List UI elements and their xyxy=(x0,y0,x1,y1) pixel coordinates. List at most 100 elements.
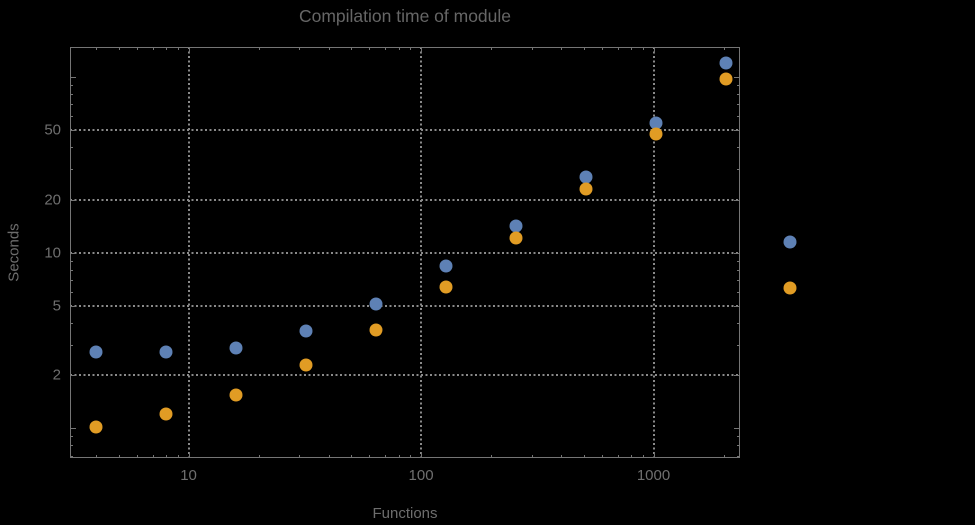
y-tick-1 xyxy=(70,428,76,430)
y-tick-60 xyxy=(70,115,73,117)
x-tick-top-4 xyxy=(96,47,98,50)
x-tick-top-700 xyxy=(617,47,619,50)
x-tick-10 xyxy=(188,451,190,458)
y-tick-label-5: 5 xyxy=(52,297,61,315)
y-axis-label: Seconds xyxy=(5,223,23,282)
y-tick-80 xyxy=(70,93,73,95)
gridline-y-5 xyxy=(70,304,740,307)
y-tick-20 xyxy=(70,199,76,201)
data-point-series-2-orange-x16 xyxy=(229,388,243,402)
x-tick-50 xyxy=(351,454,353,458)
x-tick-2000 xyxy=(723,454,725,458)
plot-frame xyxy=(70,47,740,458)
x-tick-top-20 xyxy=(258,47,260,50)
y-tick-right-0.9 xyxy=(737,436,740,438)
x-tick-top-90 xyxy=(410,47,412,50)
data-point-series-2-orange-x8 xyxy=(159,407,173,421)
data-point-series-1-blue-x32 xyxy=(299,324,313,338)
data-point-series-2-orange-x512 xyxy=(579,182,593,196)
x-tick-7 xyxy=(152,454,154,458)
y-tick-label-20: 20 xyxy=(44,191,61,209)
x-tick-top-600 xyxy=(601,47,603,50)
x-tick-top-2000 xyxy=(723,47,725,50)
y-tick-3 xyxy=(70,344,73,346)
y-tick-40 xyxy=(70,146,73,148)
y-tick-right-4 xyxy=(737,322,740,324)
y-tick-right-1 xyxy=(734,428,740,430)
x-tick-top-800 xyxy=(630,47,632,50)
y-tick-5 xyxy=(70,305,76,307)
x-tick-top-9 xyxy=(177,47,179,50)
x-tick-30 xyxy=(299,454,301,458)
gridline-y-20 xyxy=(70,198,740,201)
data-point-series-1-blue-x16 xyxy=(229,341,243,355)
x-tick-700 xyxy=(617,454,619,458)
data-point-series-1-blue-x64 xyxy=(369,297,383,311)
data-point-series-1-blue-x512 xyxy=(579,170,593,184)
x-tick-300 xyxy=(531,454,533,458)
x-tick-top-70 xyxy=(385,47,387,50)
y-tick-right-100 xyxy=(734,76,740,78)
x-tick-500 xyxy=(583,454,585,458)
x-tick-60 xyxy=(369,454,371,458)
x-tick-5 xyxy=(118,454,120,458)
y-tick-right-30 xyxy=(737,168,740,170)
data-point-series-2-orange-x4 xyxy=(89,420,103,434)
y-tick-2 xyxy=(70,375,76,377)
y-tick-label-2: 2 xyxy=(52,366,61,384)
y-tick-right-3 xyxy=(737,344,740,346)
x-tick-600 xyxy=(601,454,603,458)
data-point-series-1-blue-x1024 xyxy=(649,116,663,130)
y-tick-right-5 xyxy=(734,305,740,307)
x-tick-top-400 xyxy=(561,47,562,50)
y-tick-right-70 xyxy=(737,104,740,106)
y-tick-70 xyxy=(70,104,73,106)
y-tick-right-7 xyxy=(737,279,740,281)
x-tick-100 xyxy=(421,451,423,458)
data-point-series-2-orange-x64 xyxy=(369,323,383,337)
data-point-series-1-blue-x128 xyxy=(439,259,453,273)
y-tick-right-0.7 xyxy=(737,455,740,457)
y-tick-8 xyxy=(70,269,73,271)
x-tick-top-900 xyxy=(642,47,644,50)
y-tick-9 xyxy=(70,260,73,262)
x-tick-8 xyxy=(166,454,168,458)
y-tick-right-0.8 xyxy=(737,445,740,447)
x-tick-top-5 xyxy=(118,47,120,50)
y-tick-right-20 xyxy=(734,199,740,201)
legend-marker-series2 xyxy=(783,281,796,295)
y-tick-0.9 xyxy=(70,436,73,438)
y-tick-6 xyxy=(70,291,73,293)
x-tick-label-10: 10 xyxy=(180,466,197,484)
y-tick-right-80 xyxy=(737,93,740,95)
x-tick-top-10 xyxy=(188,47,190,53)
y-tick-right-60 xyxy=(737,115,740,117)
x-tick-top-30 xyxy=(299,47,301,50)
x-tick-top-8 xyxy=(166,47,168,50)
data-point-series-2-orange-x1024 xyxy=(649,127,663,141)
data-point-series-1-blue-x2048 xyxy=(719,56,733,70)
x-tick-top-50 xyxy=(351,47,353,50)
data-point-series-2-orange-x128 xyxy=(439,280,453,294)
x-tick-9 xyxy=(177,454,179,458)
y-tick-right-50 xyxy=(734,129,740,131)
x-tick-top-300 xyxy=(531,47,533,50)
y-tick-50 xyxy=(70,129,76,131)
chart-title: Compilation time of module xyxy=(298,6,512,26)
gridline-y-50 xyxy=(70,128,740,131)
x-tick-top-200 xyxy=(491,47,493,50)
y-tick-right-10 xyxy=(734,252,740,254)
x-tick-top-500 xyxy=(583,47,585,50)
y-tick-7 xyxy=(70,279,73,281)
y-tick-90 xyxy=(70,84,73,86)
x-tick-400 xyxy=(561,454,562,458)
x-tick-top-100 xyxy=(421,47,423,53)
x-axis-label: Functions xyxy=(372,505,438,522)
y-tick-100 xyxy=(70,76,76,78)
y-tick-right-40 xyxy=(737,146,740,148)
x-tick-80 xyxy=(398,454,400,458)
x-tick-20 xyxy=(258,454,260,458)
x-tick-4 xyxy=(96,454,98,458)
y-tick-30 xyxy=(70,168,73,170)
data-point-series-1-blue-x8 xyxy=(159,345,173,359)
